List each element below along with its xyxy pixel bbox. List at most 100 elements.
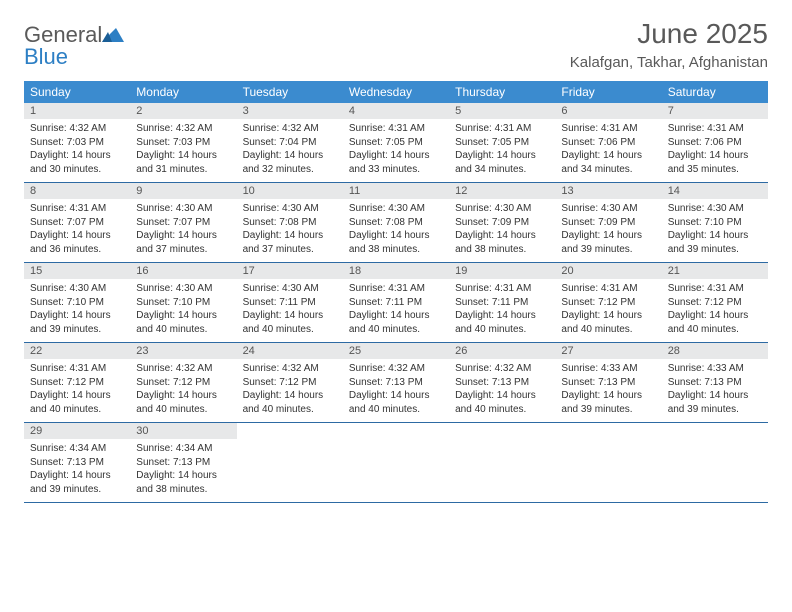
calendar-cell: 15Sunrise: 4:30 AMSunset: 7:10 PMDayligh… <box>24 263 130 343</box>
day-info: Sunrise: 4:31 AMSunset: 7:11 PMDaylight:… <box>343 279 449 342</box>
day-info: Sunrise: 4:32 AMSunset: 7:03 PMDaylight:… <box>130 119 236 182</box>
calendar-cell: 9Sunrise: 4:30 AMSunset: 7:07 PMDaylight… <box>130 183 236 263</box>
day-number: 27 <box>555 343 661 359</box>
day-number: 9 <box>130 183 236 199</box>
day-number: 20 <box>555 263 661 279</box>
calendar-cell: 16Sunrise: 4:30 AMSunset: 7:10 PMDayligh… <box>130 263 236 343</box>
day-info: Sunrise: 4:32 AMSunset: 7:04 PMDaylight:… <box>237 119 343 182</box>
logo: General Blue <box>24 24 124 68</box>
calendar-row: 29Sunrise: 4:34 AMSunset: 7:13 PMDayligh… <box>24 423 768 503</box>
calendar-row: 8Sunrise: 4:31 AMSunset: 7:07 PMDaylight… <box>24 183 768 263</box>
calendar-cell: .. <box>343 423 449 503</box>
calendar-cell: 8Sunrise: 4:31 AMSunset: 7:07 PMDaylight… <box>24 183 130 263</box>
weekday-header-row: Sunday Monday Tuesday Wednesday Thursday… <box>24 81 768 103</box>
calendar-row: 15Sunrise: 4:30 AMSunset: 7:10 PMDayligh… <box>24 263 768 343</box>
logo-word-blue: Blue <box>24 44 68 69</box>
day-info: Sunrise: 4:32 AMSunset: 7:12 PMDaylight:… <box>130 359 236 422</box>
day-number: 10 <box>237 183 343 199</box>
calendar-cell: 24Sunrise: 4:32 AMSunset: 7:12 PMDayligh… <box>237 343 343 423</box>
day-info: Sunrise: 4:30 AMSunset: 7:07 PMDaylight:… <box>130 199 236 262</box>
day-number: 12 <box>449 183 555 199</box>
day-number: 5 <box>449 103 555 119</box>
day-info: Sunrise: 4:31 AMSunset: 7:06 PMDaylight:… <box>662 119 768 182</box>
calendar-cell: 30Sunrise: 4:34 AMSunset: 7:13 PMDayligh… <box>130 423 236 503</box>
weekday-header: Monday <box>130 81 236 103</box>
day-info: Sunrise: 4:33 AMSunset: 7:13 PMDaylight:… <box>555 359 661 422</box>
day-info: Sunrise: 4:30 AMSunset: 7:09 PMDaylight:… <box>449 199 555 262</box>
calendar-cell: 11Sunrise: 4:30 AMSunset: 7:08 PMDayligh… <box>343 183 449 263</box>
header-row: General Blue June 2025 Kalafgan, Takhar,… <box>24 18 768 71</box>
weekday-header: Sunday <box>24 81 130 103</box>
day-number: 6 <box>555 103 661 119</box>
day-number: 21 <box>662 263 768 279</box>
calendar-cell: 26Sunrise: 4:32 AMSunset: 7:13 PMDayligh… <box>449 343 555 423</box>
day-info: Sunrise: 4:30 AMSunset: 7:10 PMDaylight:… <box>130 279 236 342</box>
day-info: Sunrise: 4:31 AMSunset: 7:07 PMDaylight:… <box>24 199 130 262</box>
calendar-cell: 27Sunrise: 4:33 AMSunset: 7:13 PMDayligh… <box>555 343 661 423</box>
calendar-cell: 19Sunrise: 4:31 AMSunset: 7:11 PMDayligh… <box>449 263 555 343</box>
day-info: Sunrise: 4:32 AMSunset: 7:12 PMDaylight:… <box>237 359 343 422</box>
calendar-cell: 12Sunrise: 4:30 AMSunset: 7:09 PMDayligh… <box>449 183 555 263</box>
day-info: Sunrise: 4:31 AMSunset: 7:12 PMDaylight:… <box>662 279 768 342</box>
calendar-cell: 10Sunrise: 4:30 AMSunset: 7:08 PMDayligh… <box>237 183 343 263</box>
day-info: Sunrise: 4:34 AMSunset: 7:13 PMDaylight:… <box>24 439 130 502</box>
day-info: Sunrise: 4:30 AMSunset: 7:08 PMDaylight:… <box>237 199 343 262</box>
calendar-cell: .. <box>555 423 661 503</box>
calendar-cell: 29Sunrise: 4:34 AMSunset: 7:13 PMDayligh… <box>24 423 130 503</box>
day-number: 8 <box>24 183 130 199</box>
calendar-cell: 6Sunrise: 4:31 AMSunset: 7:06 PMDaylight… <box>555 103 661 183</box>
day-info: Sunrise: 4:31 AMSunset: 7:05 PMDaylight:… <box>449 119 555 182</box>
day-info: Sunrise: 4:32 AMSunset: 7:03 PMDaylight:… <box>24 119 130 182</box>
day-number: 14 <box>662 183 768 199</box>
calendar-cell: 25Sunrise: 4:32 AMSunset: 7:13 PMDayligh… <box>343 343 449 423</box>
day-info: Sunrise: 4:32 AMSunset: 7:13 PMDaylight:… <box>343 359 449 422</box>
day-info: Sunrise: 4:30 AMSunset: 7:10 PMDaylight:… <box>24 279 130 342</box>
day-info: Sunrise: 4:31 AMSunset: 7:06 PMDaylight:… <box>555 119 661 182</box>
day-number: 2 <box>130 103 236 119</box>
day-info: Sunrise: 4:31 AMSunset: 7:12 PMDaylight:… <box>555 279 661 342</box>
calendar-cell: .. <box>662 423 768 503</box>
day-number: 11 <box>343 183 449 199</box>
day-number: 23 <box>130 343 236 359</box>
day-number: 19 <box>449 263 555 279</box>
day-number: 4 <box>343 103 449 119</box>
day-info: Sunrise: 4:34 AMSunset: 7:13 PMDaylight:… <box>130 439 236 502</box>
day-info: Sunrise: 4:33 AMSunset: 7:13 PMDaylight:… <box>662 359 768 422</box>
day-number: 15 <box>24 263 130 279</box>
calendar-cell: 21Sunrise: 4:31 AMSunset: 7:12 PMDayligh… <box>662 263 768 343</box>
calendar-cell: 5Sunrise: 4:31 AMSunset: 7:05 PMDaylight… <box>449 103 555 183</box>
calendar-cell: 23Sunrise: 4:32 AMSunset: 7:12 PMDayligh… <box>130 343 236 423</box>
calendar-cell: 18Sunrise: 4:31 AMSunset: 7:11 PMDayligh… <box>343 263 449 343</box>
weekday-header: Thursday <box>449 81 555 103</box>
day-info: Sunrise: 4:30 AMSunset: 7:09 PMDaylight:… <box>555 199 661 262</box>
title-block: June 2025 Kalafgan, Takhar, Afghanistan <box>570 18 768 71</box>
calendar-cell: .. <box>237 423 343 503</box>
day-number: 13 <box>555 183 661 199</box>
calendar-cell: 7Sunrise: 4:31 AMSunset: 7:06 PMDaylight… <box>662 103 768 183</box>
weekday-header: Wednesday <box>343 81 449 103</box>
day-number: 30 <box>130 423 236 439</box>
page-title: June 2025 <box>570 18 768 50</box>
day-info: Sunrise: 4:31 AMSunset: 7:11 PMDaylight:… <box>449 279 555 342</box>
calendar-cell: 22Sunrise: 4:31 AMSunset: 7:12 PMDayligh… <box>24 343 130 423</box>
calendar-cell: .. <box>449 423 555 503</box>
weekday-header: Saturday <box>662 81 768 103</box>
day-number: 22 <box>24 343 130 359</box>
day-number: 28 <box>662 343 768 359</box>
day-number: 18 <box>343 263 449 279</box>
calendar-cell: 14Sunrise: 4:30 AMSunset: 7:10 PMDayligh… <box>662 183 768 263</box>
day-number: 1 <box>24 103 130 119</box>
weekday-header: Tuesday <box>237 81 343 103</box>
day-number: 25 <box>343 343 449 359</box>
calendar-cell: 4Sunrise: 4:31 AMSunset: 7:05 PMDaylight… <box>343 103 449 183</box>
day-info: Sunrise: 4:31 AMSunset: 7:12 PMDaylight:… <box>24 359 130 422</box>
calendar-cell: 17Sunrise: 4:30 AMSunset: 7:11 PMDayligh… <box>237 263 343 343</box>
calendar-cell: 2Sunrise: 4:32 AMSunset: 7:03 PMDaylight… <box>130 103 236 183</box>
calendar-table: Sunday Monday Tuesday Wednesday Thursday… <box>24 81 768 503</box>
day-number: 26 <box>449 343 555 359</box>
day-number: 29 <box>24 423 130 439</box>
calendar-cell: 13Sunrise: 4:30 AMSunset: 7:09 PMDayligh… <box>555 183 661 263</box>
calendar-row: 1Sunrise: 4:32 AMSunset: 7:03 PMDaylight… <box>24 103 768 183</box>
calendar-cell: 3Sunrise: 4:32 AMSunset: 7:04 PMDaylight… <box>237 103 343 183</box>
day-info: Sunrise: 4:30 AMSunset: 7:10 PMDaylight:… <box>662 199 768 262</box>
